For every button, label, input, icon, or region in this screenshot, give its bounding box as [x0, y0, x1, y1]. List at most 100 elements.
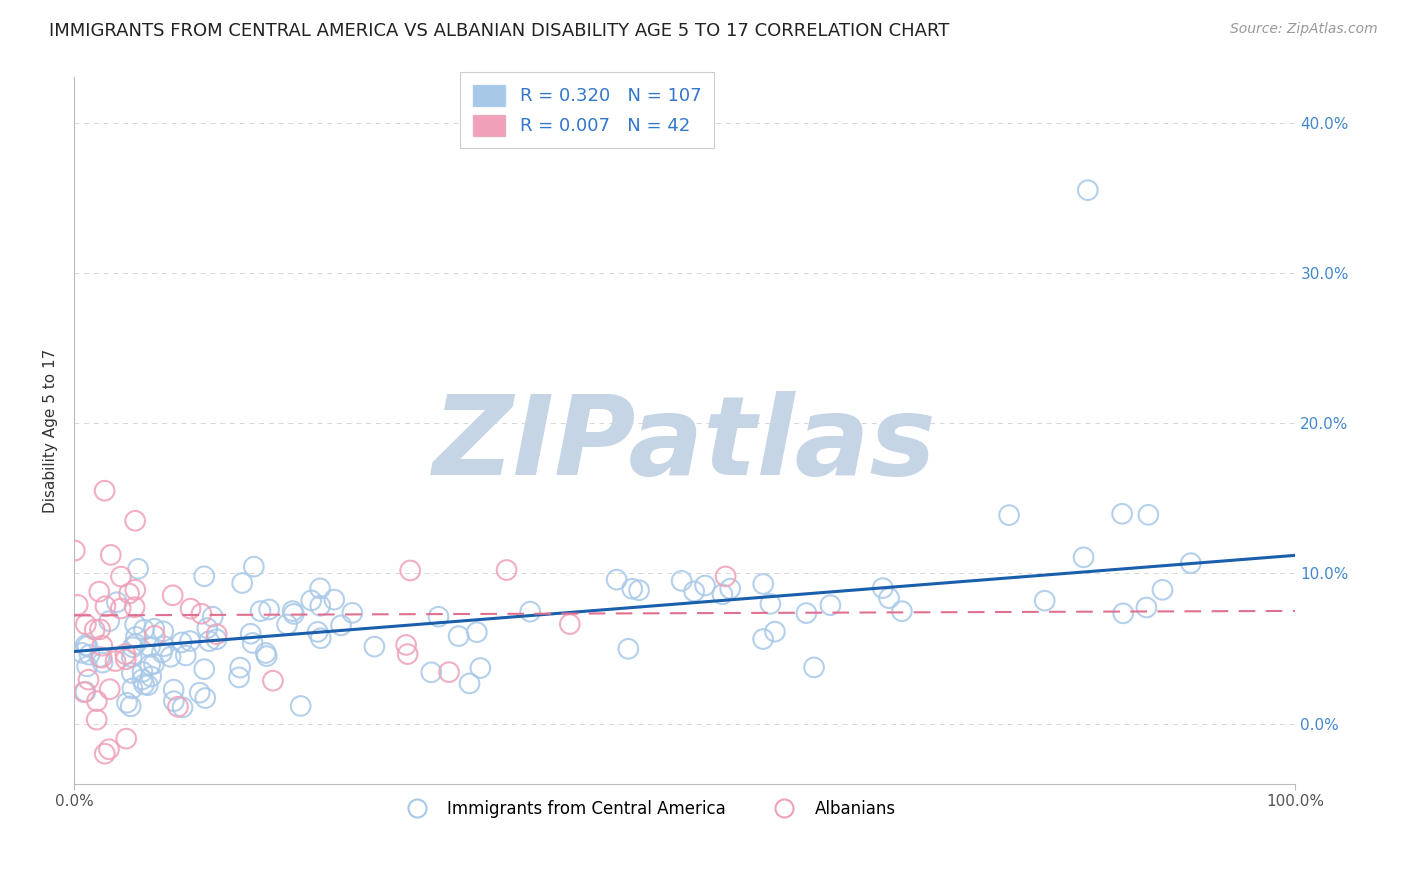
Point [118, 586, 141, 600]
Point [257, 602, 280, 616]
Point [671, 574, 693, 588]
Point [193, 569, 215, 583]
Point [254, 646, 277, 660]
Point [75, 685, 97, 699]
Point [1152, 582, 1174, 597]
Point [309, 632, 332, 646]
Point [759, 597, 782, 611]
Point [283, 607, 305, 621]
Point [66, 598, 89, 612]
Point [174, 648, 197, 663]
Point [420, 665, 443, 680]
Point [179, 634, 201, 648]
Point [1073, 550, 1095, 565]
Point [877, 591, 900, 606]
Point [98, 682, 121, 697]
Point [205, 627, 228, 641]
Point [75, 638, 97, 652]
Point [179, 601, 201, 615]
Point [70, 646, 93, 660]
Point [152, 624, 174, 639]
Point [139, 640, 162, 654]
Point [79, 648, 101, 662]
Point [323, 592, 346, 607]
Point [143, 657, 166, 671]
Point [86, 694, 108, 708]
Point [83, 623, 105, 637]
Point [447, 629, 470, 643]
Point [395, 638, 418, 652]
Point [93, 483, 115, 498]
Point [86, 713, 108, 727]
Point [290, 698, 312, 713]
Point [136, 678, 159, 692]
Point [159, 649, 181, 664]
Point [114, 647, 136, 661]
Point [752, 577, 775, 591]
Point [124, 600, 146, 615]
Point [150, 645, 173, 659]
Point [98, 742, 121, 756]
Point [711, 587, 734, 601]
Point [628, 583, 651, 598]
Point [495, 563, 517, 577]
Point [167, 699, 190, 714]
Point [121, 681, 143, 696]
Point [143, 629, 166, 643]
Point [139, 658, 162, 673]
Point [693, 578, 716, 592]
Point [342, 606, 364, 620]
Point [243, 559, 266, 574]
Point [75, 617, 97, 632]
Point [170, 635, 193, 649]
Y-axis label: Disability Age 5 to 17: Disability Age 5 to 17 [44, 349, 58, 513]
Point [242, 636, 264, 650]
Point [141, 670, 163, 684]
Point [91, 656, 114, 670]
Point [120, 699, 142, 714]
Point [131, 665, 153, 679]
Point [63, 543, 86, 558]
Point [100, 548, 122, 562]
Point [281, 604, 304, 618]
Point [1137, 508, 1160, 522]
Point [519, 605, 541, 619]
Point [194, 691, 217, 706]
Point [617, 641, 640, 656]
Point [796, 606, 818, 620]
Text: ZIPatlas: ZIPatlas [433, 392, 936, 499]
Point [427, 609, 450, 624]
Point [76, 639, 98, 653]
Point [143, 622, 166, 636]
Point [606, 573, 628, 587]
Point [465, 625, 488, 640]
Point [121, 650, 143, 665]
Point [188, 686, 211, 700]
Point [276, 617, 298, 632]
Point [714, 569, 737, 583]
Point [77, 673, 100, 687]
Point [249, 604, 271, 618]
Point [115, 731, 138, 746]
Point [299, 593, 322, 607]
Text: IMMIGRANTS FROM CENTRAL AMERICA VS ALBANIAN DISABILITY AGE 5 TO 17 CORRELATION C: IMMIGRANTS FROM CENTRAL AMERICA VS ALBAN… [49, 22, 949, 40]
Point [198, 634, 221, 648]
Point [124, 514, 146, 528]
Point [163, 694, 186, 708]
Point [163, 682, 186, 697]
Point [752, 632, 775, 646]
Point [153, 639, 176, 653]
Point [437, 665, 460, 680]
Point [399, 564, 422, 578]
Point [110, 569, 132, 583]
Point [127, 562, 149, 576]
Point [195, 621, 218, 635]
Point [229, 660, 252, 674]
Point [1112, 607, 1135, 621]
Point [89, 584, 111, 599]
Point [205, 632, 228, 647]
Point [718, 582, 741, 596]
Point [193, 662, 215, 676]
Text: Source: ZipAtlas.com: Source: ZipAtlas.com [1230, 22, 1378, 37]
Point [1077, 183, 1099, 197]
